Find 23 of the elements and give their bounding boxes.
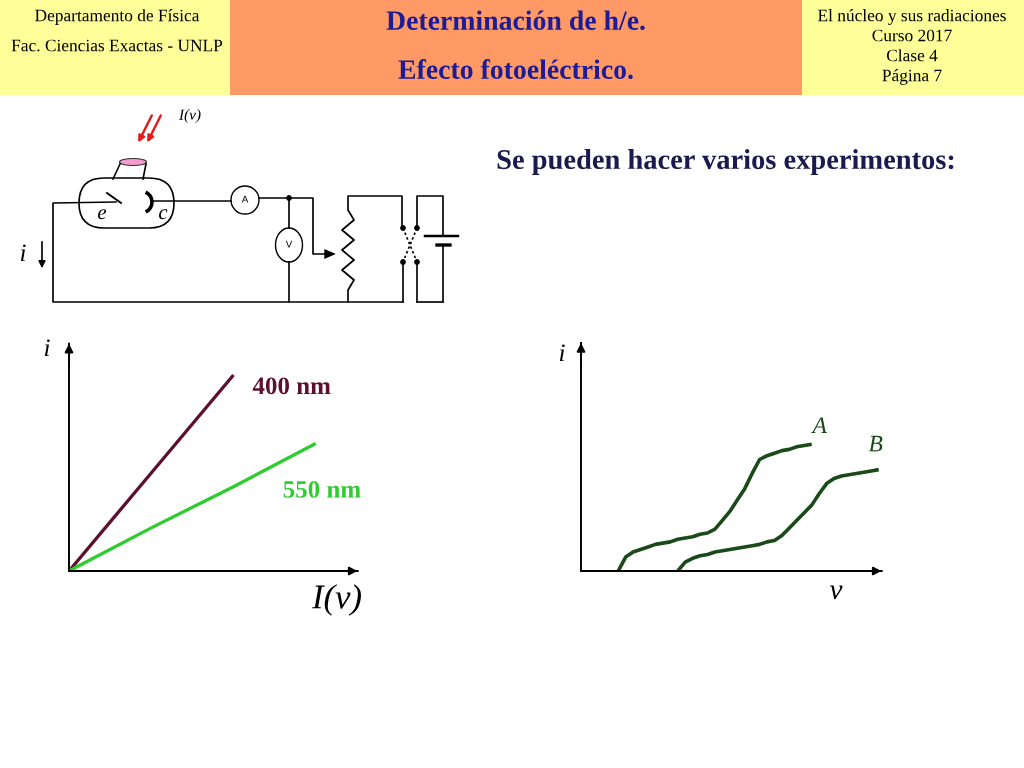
y-axis-title: i	[44, 339, 50, 357]
series-label: 550 nm	[283, 480, 361, 498]
text: Determinación de h/e.	[386, 10, 645, 31]
text: Fac. Ciencias Exactas - UNLP	[11, 39, 223, 52]
text: Departamento de Física	[35, 9, 200, 25]
text: Página 7	[882, 69, 942, 85]
text: I(ν)	[178, 109, 201, 123]
text: Clase 4	[886, 49, 938, 62]
text: V	[285, 240, 293, 248]
text: A	[241, 195, 249, 203]
text: Se pueden hacer varios experimentos:	[497, 149, 954, 175]
text: Efecto fotoeléctrico.	[398, 59, 633, 80]
text: Curso 2017	[872, 29, 952, 42]
series-label: B	[868, 435, 883, 452]
text: c	[159, 209, 168, 220]
text: e	[98, 209, 107, 220]
text: i	[20, 244, 26, 262]
x-axis-title: I(ν)	[311, 584, 361, 616]
series-label: 400 nm	[252, 377, 331, 395]
text: El núcleo y sus radiaciones	[818, 9, 1006, 25]
y-axis-title: i	[559, 344, 565, 362]
x-axis-title: ν	[829, 585, 843, 600]
series-label: A	[811, 417, 828, 433]
